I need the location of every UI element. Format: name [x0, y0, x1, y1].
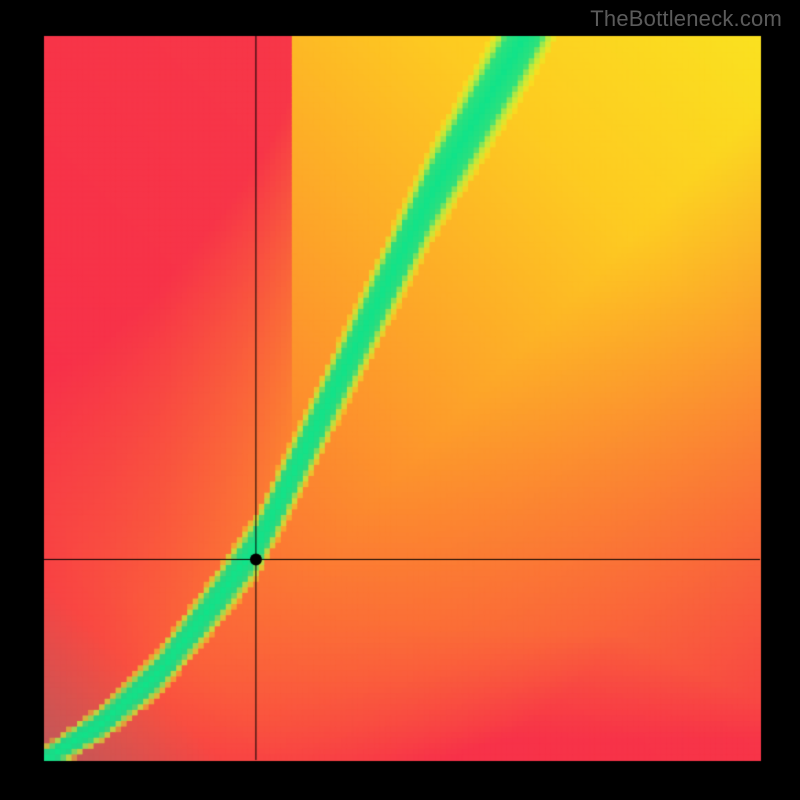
chart-container: TheBottleneck.com [0, 0, 800, 800]
bottleneck-heatmap [0, 0, 800, 800]
watermark-text: TheBottleneck.com [590, 6, 782, 32]
